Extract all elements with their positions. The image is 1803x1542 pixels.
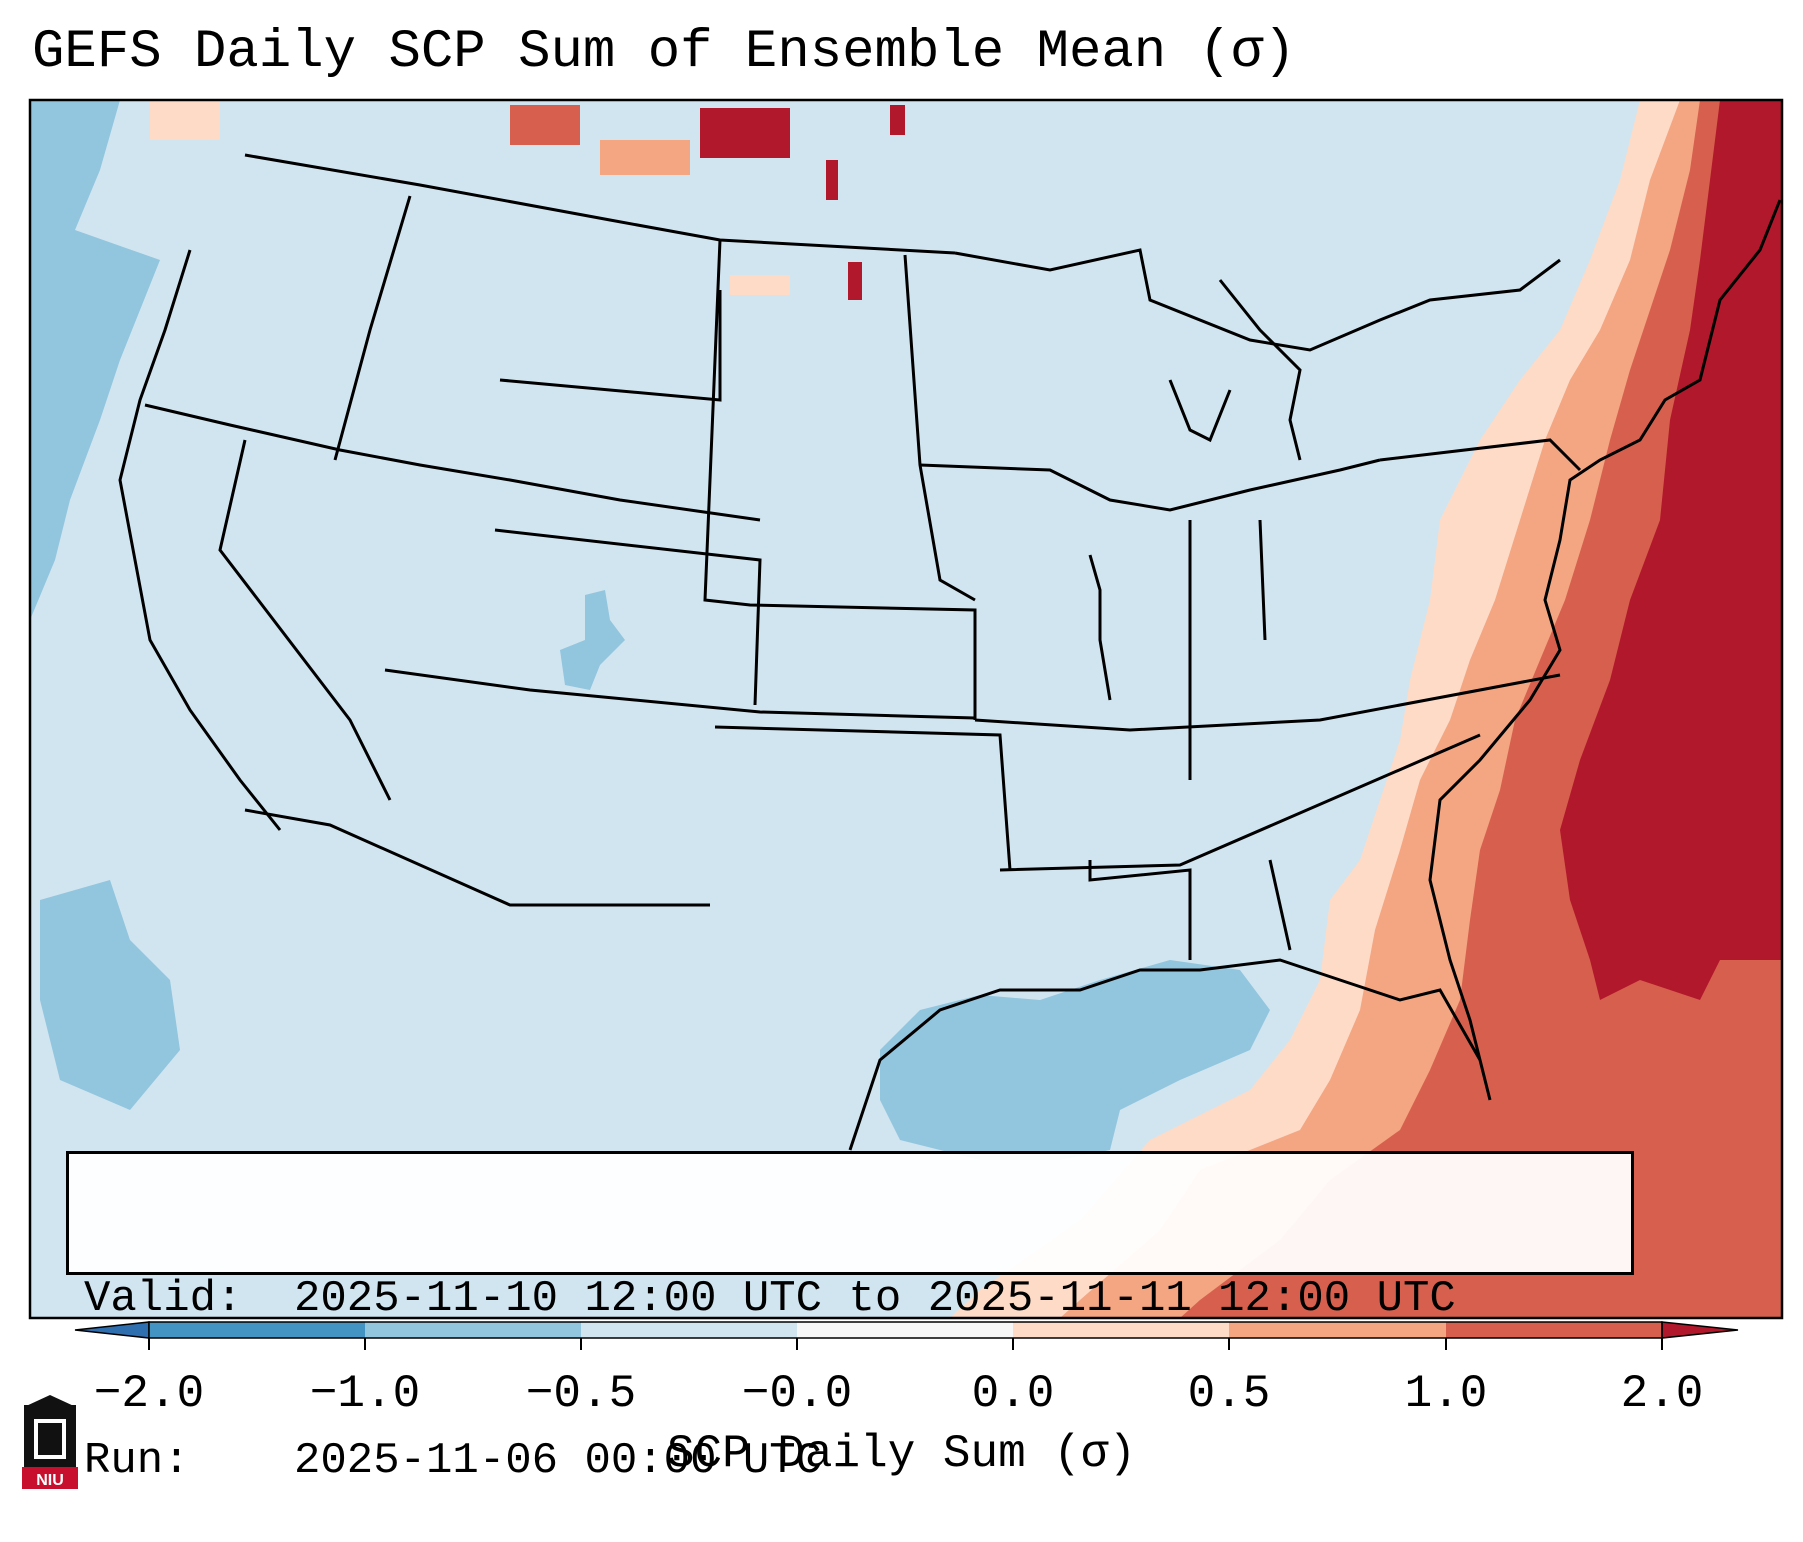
valid-label: Valid:: [84, 1274, 243, 1324]
atlantic-extreme-positive: [1560, 100, 1782, 1000]
boundary-lines: [118, 153, 1782, 1151]
colorbar-bin: [581, 1322, 797, 1338]
colorbar-tick-label: 1.0: [1404, 1368, 1488, 1420]
valid-value: 2025-11-10 12:00 UTC to 2025-11-11 12:00…: [294, 1274, 1456, 1324]
colorbar-label: SCP Daily Sum (σ): [666, 1428, 1137, 1480]
manitoba-extreme-patch-a: [890, 105, 905, 135]
atlantic-strong-positive: [1180, 100, 1782, 1318]
logo-tower-roof: [24, 1395, 76, 1407]
east-gulf-coast: [848, 199, 1782, 1151]
colorbar-tick-label: 0.0: [971, 1368, 1055, 1420]
tn-nc-line: [974, 673, 1561, 732]
east-pacific-anomaly-area: [40, 880, 180, 1110]
nevada-line: [218, 439, 392, 801]
colorbar-outline: [148, 1321, 1663, 1339]
colorbar-tick-label: −1.0: [309, 1368, 421, 1420]
canada-border-west: [244, 153, 956, 255]
colorbar-tick-labels: −2.0 −1.0 −0.5 −0.0 0.0 0.5 1.0 2.0: [0, 1368, 1803, 1428]
west-coast: [118, 249, 282, 831]
run-value: 2025-11-06 00:00 UTC: [294, 1436, 823, 1486]
colorbar-bin: [149, 1322, 365, 1338]
pacific-anomaly-area: [30, 100, 160, 620]
map-frame: [28, 98, 1784, 1320]
idaho-line: [333, 195, 412, 461]
colorado-line: [494, 528, 762, 706]
mo-il-line: [1088, 554, 1112, 701]
colorbar-extend-high: [1661, 1321, 1739, 1339]
colorbar-bin: [1013, 1322, 1229, 1338]
north-dakota-weak-patch: [730, 275, 790, 295]
colorbar-bin: [797, 1322, 1013, 1338]
page-title: GEFS Daily SCP Sum of Ensemble Mean (σ): [32, 22, 1296, 83]
canada-border-east: [954, 248, 1561, 352]
run-label: Run:: [84, 1436, 190, 1486]
pa-line: [1379, 438, 1582, 472]
four-corners-line: [384, 668, 976, 720]
north-dakota-extreme-patch: [848, 262, 862, 300]
scp-field: [30, 100, 1782, 1318]
wyoming-line: [499, 290, 722, 402]
logo-banner: [22, 1467, 78, 1489]
texas-panhandle: [714, 725, 1012, 871]
bc-weak-patch: [150, 100, 220, 140]
mexico-border: [244, 808, 710, 907]
michigan-outline: [1168, 379, 1232, 443]
valid-row: Valid: 2025-11-10 12:00 UTC to 2025-11-11…: [84, 1272, 1631, 1326]
al-ms-line: [1088, 860, 1192, 960]
plains-line: [703, 239, 977, 720]
colorbar-tick-label: −2.0: [93, 1368, 205, 1420]
south-line: [999, 733, 1481, 872]
northwest-state-line: [144, 403, 761, 522]
colorbar: [74, 1321, 1739, 1350]
logo-tower-window-inner: [38, 1423, 62, 1455]
great-lakes-outline: [1218, 279, 1302, 461]
colorbar-bin: [1446, 1322, 1662, 1338]
manitoba-extreme-patch-b: [826, 160, 838, 200]
colorbar-tick-label: −0.5: [525, 1368, 637, 1420]
info-box: Valid: 2025-11-10 12:00 UTC to 2025-11-11…: [66, 1151, 1634, 1486]
gulf-anomaly-area: [880, 960, 1270, 1160]
colorbar-tick-label: 0.5: [1187, 1368, 1271, 1420]
canada-moderate-patch: [600, 140, 690, 175]
colorbar-bin: [365, 1322, 581, 1338]
midwest-line: [919, 458, 1381, 512]
map-figure: [28, 98, 1784, 1350]
canada-strong-patch: [510, 105, 580, 145]
colorado-anomaly-area: [560, 590, 625, 690]
colorbar-tick-label: 2.0: [1620, 1368, 1704, 1420]
logo-text: NIU: [36, 1472, 64, 1489]
niu-logo: NIU: [22, 1395, 78, 1489]
dakota-line: [903, 254, 976, 602]
colorbar-bin: [1229, 1322, 1446, 1338]
run-row: Run: 2025-11-06 00:00 UTC: [84, 1434, 1631, 1488]
colorbar-tick-label: −0.0: [741, 1368, 853, 1420]
ga-line: [1268, 859, 1292, 951]
in-oh-line: [1258, 519, 1267, 641]
canada-extreme-patch: [700, 108, 790, 158]
